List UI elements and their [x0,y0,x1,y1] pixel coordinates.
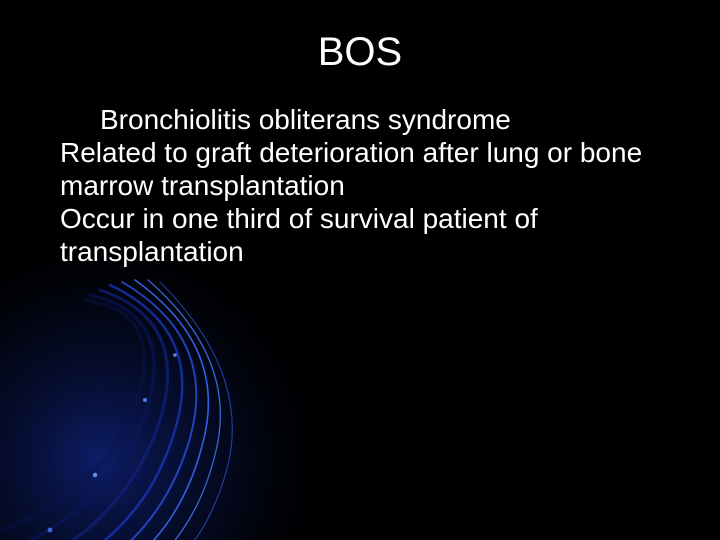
slide-content: BOS Bronchiolitis obliterans syndrome Re… [0,0,720,268]
body-line-2: Related to graft deterioration after lun… [60,136,660,202]
body-line-1: Bronchiolitis obliterans syndrome [60,103,660,136]
slide-title: BOS [60,30,660,75]
body-line-3: Occur in one third of survival patient o… [60,202,660,268]
slide-body: Bronchiolitis obliterans syndrome Relate… [60,103,660,268]
